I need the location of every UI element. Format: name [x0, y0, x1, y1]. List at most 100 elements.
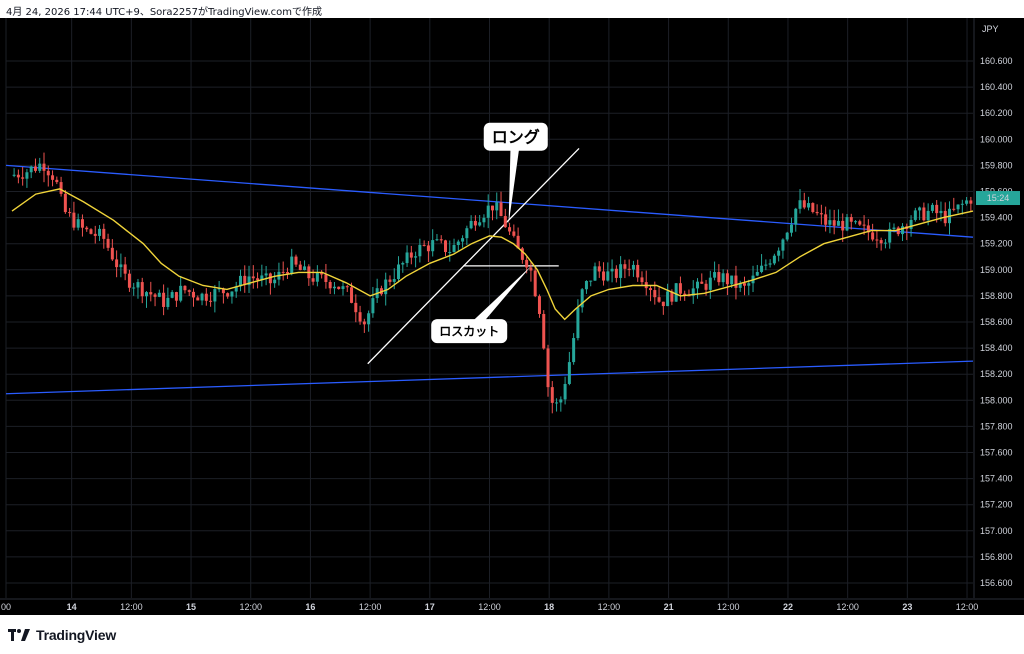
- candle-body: [469, 220, 473, 229]
- candle-body: [478, 222, 482, 226]
- candle-body: [12, 174, 16, 176]
- candle-body: [162, 292, 166, 307]
- candle-body: [785, 232, 789, 240]
- candle-body: [123, 264, 127, 274]
- candle-body: [802, 200, 806, 208]
- candle-body: [196, 297, 200, 301]
- callout-box: [483, 122, 548, 151]
- candle-body: [738, 283, 742, 288]
- candle-body: [696, 281, 700, 289]
- candle-body: [337, 286, 341, 290]
- candle-body: [226, 293, 230, 297]
- chart-frame[interactable]: ロング ロスカット 160.600 160.400 160.200 160.000 159…: [0, 18, 1024, 615]
- candle-body: [170, 292, 174, 298]
- candle-body: [115, 259, 119, 268]
- candle-body: [896, 227, 900, 235]
- candle-body: [183, 285, 187, 291]
- candle-body: [572, 338, 576, 363]
- candle-body: [384, 279, 388, 295]
- candle-body: [683, 293, 687, 296]
- candle-body: [444, 240, 448, 253]
- price-tick-label: 159.000: [980, 265, 1013, 275]
- candle-body: [700, 281, 704, 284]
- candle-body: [649, 288, 653, 291]
- price-tick-label: 157.200: [980, 500, 1013, 510]
- candle-body: [640, 277, 644, 283]
- candle-body: [46, 170, 50, 176]
- candle-body: [260, 275, 264, 281]
- candle-body: [832, 220, 836, 226]
- candle-body: [525, 259, 529, 268]
- candle-body: [747, 283, 751, 286]
- candle-body: [209, 300, 213, 302]
- candle-body: [486, 205, 490, 218]
- price-tick-label: 160.600: [980, 56, 1013, 66]
- candle-body: [426, 245, 430, 252]
- callout-pointer: [465, 265, 532, 335]
- price-tick-label: 158.800: [980, 291, 1013, 301]
- candle-body: [670, 291, 674, 302]
- candle-body: [516, 235, 520, 249]
- candle-body: [627, 268, 631, 270]
- candle-body: [815, 211, 819, 214]
- candle-body: [576, 307, 580, 339]
- candle-body: [345, 286, 349, 288]
- candle-body: [597, 266, 601, 272]
- time-tick-label: 12:00: [359, 602, 382, 612]
- candle-body: [653, 290, 657, 298]
- time-tick-label: 12:00: [956, 602, 979, 612]
- candle-body: [781, 239, 785, 251]
- candle-body: [499, 202, 503, 217]
- price-axis: 160.600160.400160.200160.000159.800159.6…: [973, 18, 1020, 598]
- candle-body: [482, 217, 486, 223]
- price-tick-label: 158.600: [980, 317, 1013, 327]
- candle-body: [256, 278, 260, 281]
- time-tick-label: 12:00: [478, 602, 501, 612]
- candle-body: [106, 238, 110, 248]
- candle-body: [191, 291, 195, 298]
- candle-body: [537, 296, 541, 314]
- candle-body: [204, 293, 208, 301]
- candle-body: [221, 288, 225, 294]
- candle-body: [866, 225, 870, 233]
- candle-body: [145, 292, 149, 297]
- candle-body: [251, 276, 255, 279]
- candle-body: [952, 208, 956, 210]
- candle-body: [324, 274, 328, 282]
- candle-body: [674, 283, 678, 302]
- candle-body: [264, 273, 268, 276]
- upper-trendline: [5, 164, 974, 238]
- candle-body: [960, 203, 964, 205]
- candle-body: [76, 219, 80, 228]
- candle-body: [59, 182, 63, 194]
- time-tick-label: 12:00: [717, 602, 740, 612]
- candle-body: [546, 348, 550, 388]
- candle-body: [794, 208, 798, 225]
- candle-body: [102, 228, 106, 239]
- candle-body: [657, 297, 661, 302]
- candle-body: [294, 256, 298, 265]
- candle-body: [298, 264, 302, 271]
- candle-body: [563, 383, 567, 400]
- candle-body: [80, 219, 84, 228]
- candle-body: [901, 226, 905, 235]
- candle-body: [200, 293, 204, 301]
- candle-body: [725, 273, 729, 285]
- candle-body: [153, 294, 157, 297]
- candle-body: [764, 264, 768, 266]
- candle-body: [157, 292, 161, 297]
- time-tick-label: 12:00: [239, 602, 262, 612]
- candle-body: [965, 200, 969, 204]
- candle-body: [619, 264, 623, 278]
- candle-body: [290, 256, 294, 274]
- time-tick-label: 15: [186, 602, 196, 612]
- candle-body: [354, 302, 358, 313]
- candle-body: [63, 193, 67, 213]
- price-tick-label: 157.000: [980, 526, 1013, 536]
- candle-body: [495, 202, 499, 211]
- candle-body: [742, 283, 746, 286]
- candle-body: [405, 252, 409, 264]
- candle-body: [875, 239, 879, 241]
- candle-body: [593, 266, 597, 281]
